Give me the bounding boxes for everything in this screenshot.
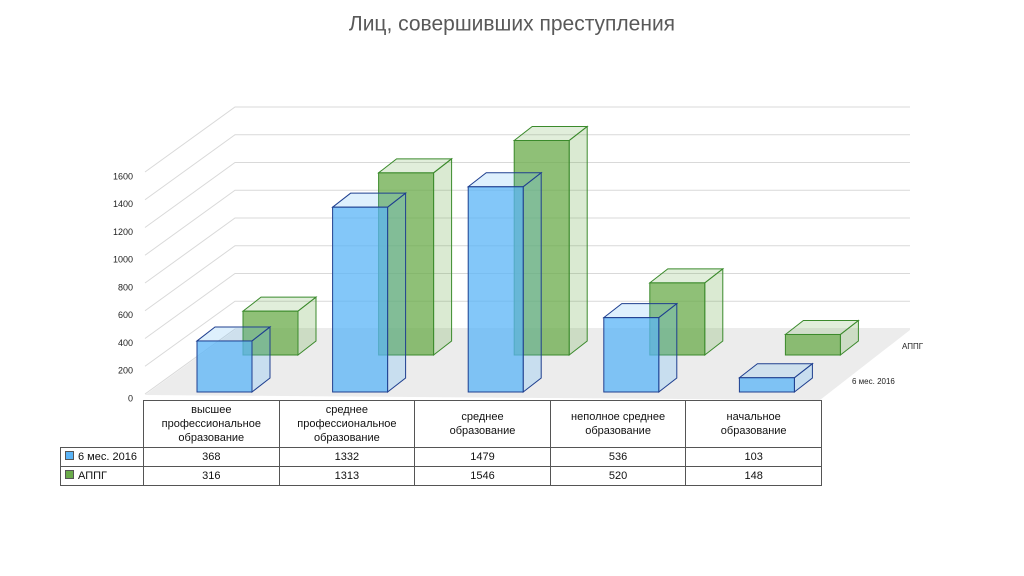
bar-side [568,125,588,357]
category-label: среднее образование [414,400,551,448]
chart-title: Лиц, совершивших преступления [349,13,675,36]
category-label: среднее профессиональное образование [278,400,416,448]
bar-side [658,302,678,394]
grid-line [144,273,910,339]
grid-line [144,106,910,173]
value-cell: 1546 [414,466,551,486]
legend-swatch [65,451,74,460]
bar [196,340,253,393]
grid-line [144,245,910,312]
bar [738,377,795,393]
grid-line [144,189,910,256]
value-cell: 520 [549,466,687,486]
data-table: высшее профессиональное образование средн… [60,400,822,486]
y-tick-label: 1000 [113,255,133,265]
bar-side [433,157,453,357]
y-tick-label: 200 [118,366,133,376]
y-tick-label: 400 [118,338,133,348]
value-cell: 536 [549,447,687,467]
category-label: неполное среднее образование [549,400,687,448]
bar-side [704,267,724,357]
series-row: АППГ 316 1313 1546 520 148 [60,466,822,486]
value-cell: 1479 [414,447,551,467]
series-row: 6 мес. 2016 368 1332 1479 536 103 [60,447,822,467]
grid-line [144,217,910,284]
legend-cell: 6 мес. 2016 [60,447,144,467]
y-tick-label: 0 [128,393,133,403]
depth-label: 6 мес. 2016 [852,377,895,386]
corner-cell [61,401,144,448]
legend-cell: АППГ [60,466,144,486]
value-cell: 103 [685,447,822,467]
y-tick-label: 600 [118,310,133,320]
category-label: высшее профессиональное образование [143,400,280,448]
y-tick-label: 1200 [113,227,133,237]
bar [467,186,524,393]
bar-side [387,192,407,394]
value-cell: 1332 [278,447,416,467]
depth-label: АППГ [902,342,924,351]
bar-side [522,171,542,394]
grid-line [144,162,910,228]
bar [784,333,841,356]
y-tick-label: 1400 [113,199,133,209]
category-label: начальное образование [685,400,822,448]
value-cell: 1313 [278,466,416,486]
y-tick-label: 1600 [113,171,133,181]
legend-label: 6 мес. 2016 [78,451,137,463]
value-cell: 368 [143,447,280,467]
legend-label: АППГ [78,470,107,482]
legend-swatch [65,470,74,479]
header-row: высшее профессиональное образование средн… [61,400,822,448]
value-cell: 148 [685,466,822,486]
value-cell: 316 [143,466,280,486]
grid-line [144,134,910,201]
y-tick-label: 800 [118,282,133,292]
bar [603,317,660,393]
bar [332,206,389,393]
